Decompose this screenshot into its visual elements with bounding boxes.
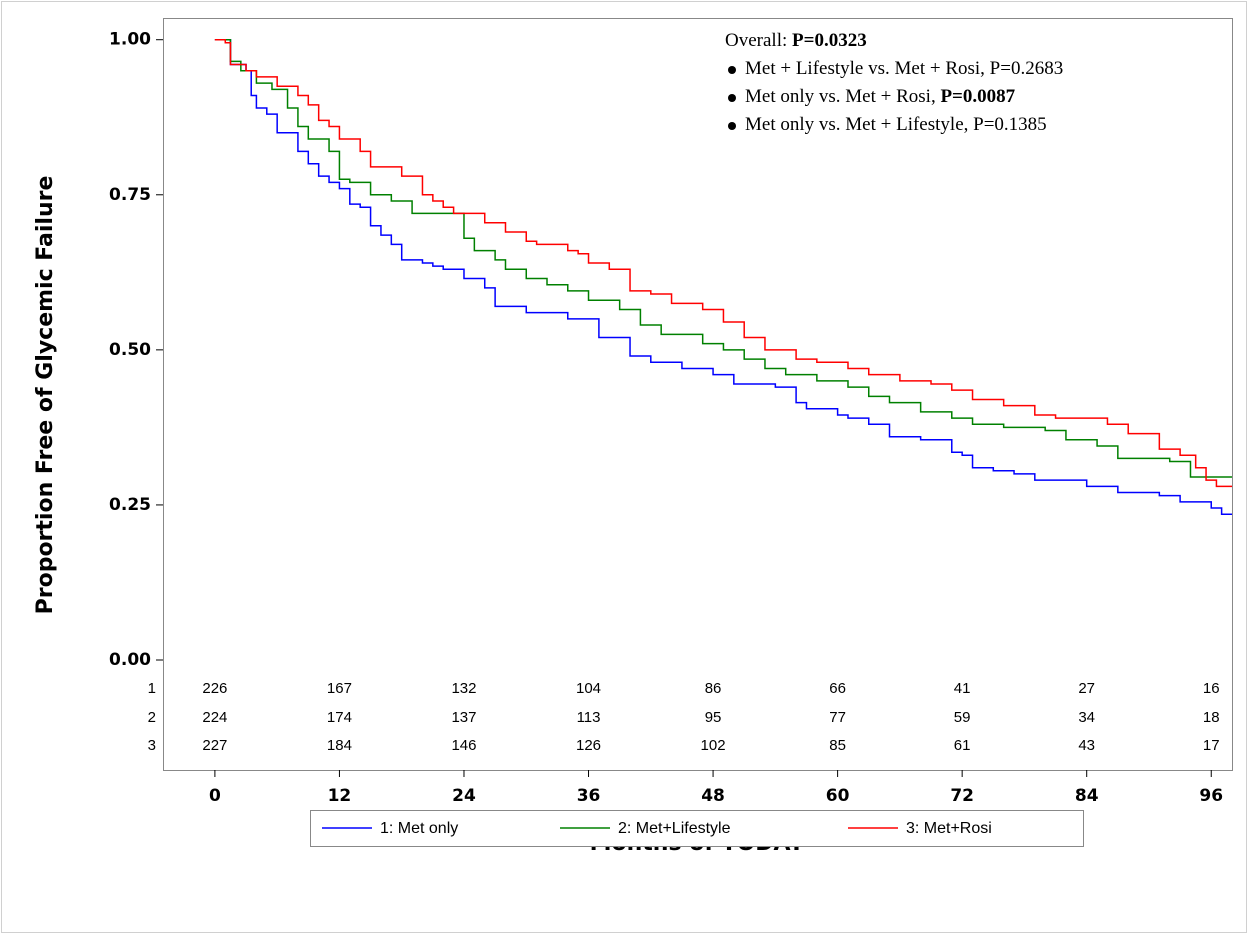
y-tick-label: 0.75 <box>109 185 151 205</box>
at-risk-count: 104 <box>576 680 601 697</box>
at-risk-count: 59 <box>954 709 971 726</box>
at-risk-count: 126 <box>576 737 601 754</box>
at-risk-count: 66 <box>829 680 846 697</box>
plot-frame <box>163 18 1233 771</box>
at-risk-count: 227 <box>202 737 227 754</box>
annotation: Overall: P=0.0323 <box>725 30 867 51</box>
bullet <box>728 94 736 102</box>
x-tick-label: 84 <box>1075 786 1099 806</box>
at-risk-count: 184 <box>327 737 352 754</box>
at-risk-count: 95 <box>705 709 722 726</box>
x-tick-label: 60 <box>826 786 850 806</box>
bullet <box>728 122 736 130</box>
at-risk-row-label: 2 <box>148 709 156 726</box>
at-risk-count: 167 <box>327 680 352 697</box>
at-risk-count: 43 <box>1078 737 1095 754</box>
annotation-part: Met only vs. Met + Lifestyle, P=0.1385 <box>745 114 1047 135</box>
at-risk-count: 61 <box>954 737 971 754</box>
y-tick-label: 0.25 <box>109 495 151 515</box>
at-risk-count: 102 <box>701 737 726 754</box>
x-tick-label: 48 <box>701 786 725 806</box>
legend-label: 3: Met+Rosi <box>906 820 992 837</box>
at-risk-count: 146 <box>451 737 476 754</box>
at-risk-count: 226 <box>202 680 227 697</box>
at-risk-count: 132 <box>451 680 476 697</box>
at-risk-count: 174 <box>327 709 352 726</box>
annotation-part: P=0.0087 <box>940 86 1015 107</box>
y-tick-label: 0.50 <box>109 340 151 360</box>
at-risk-count: 16 <box>1203 680 1220 697</box>
at-risk-row-label: 1 <box>148 680 156 697</box>
survival-curve <box>214 38 1232 478</box>
legend-label: 2: Met+Lifestyle <box>618 820 731 837</box>
at-risk-count: 27 <box>1078 680 1095 697</box>
at-risk-count: 18 <box>1203 709 1220 726</box>
at-risk-count: 34 <box>1078 709 1095 726</box>
annotation-part: Met only vs. Met + Rosi, <box>745 86 940 107</box>
bullet <box>728 66 736 74</box>
annotation-part: P=0.0323 <box>792 30 867 51</box>
at-risk-count: 86 <box>705 680 722 697</box>
at-risk-count: 17 <box>1203 737 1220 754</box>
at-risk-row-label: 3 <box>148 737 156 754</box>
x-tick-label: 0 <box>209 786 221 806</box>
y-tick-label: 0.00 <box>109 650 151 670</box>
at-risk-count: 85 <box>829 737 846 754</box>
annotation-part: Overall: <box>725 30 792 51</box>
at-risk-count: 113 <box>577 709 601 726</box>
y-axis-label: Proportion Free of Glycemic Failure <box>33 176 58 615</box>
legend-box <box>310 810 1084 847</box>
legend-label: 1: Met only <box>380 820 458 837</box>
x-tick-label: 96 <box>1199 786 1223 806</box>
at-risk-count: 137 <box>451 709 476 726</box>
annotation: Met + Lifestyle vs. Met + Rosi, P=0.2683 <box>745 58 1063 79</box>
x-tick-label: 24 <box>452 786 476 806</box>
at-risk-count: 41 <box>954 680 971 697</box>
survival-curve <box>214 38 1232 488</box>
x-tick-label: 72 <box>950 786 974 806</box>
annotation-part: Met + Lifestyle vs. Met + Rosi, P=0.2683 <box>745 58 1063 79</box>
at-risk-count: 224 <box>202 709 227 726</box>
x-tick-label: 36 <box>577 786 601 806</box>
at-risk-count: 77 <box>829 709 846 726</box>
y-tick-label: 1.00 <box>109 30 151 50</box>
annotation: Met only vs. Met + Rosi, P=0.0087 <box>745 86 1016 107</box>
annotation: Met only vs. Met + Lifestyle, P=0.1385 <box>745 114 1047 135</box>
survival-curve <box>214 38 1232 515</box>
x-tick-label: 12 <box>328 786 352 806</box>
